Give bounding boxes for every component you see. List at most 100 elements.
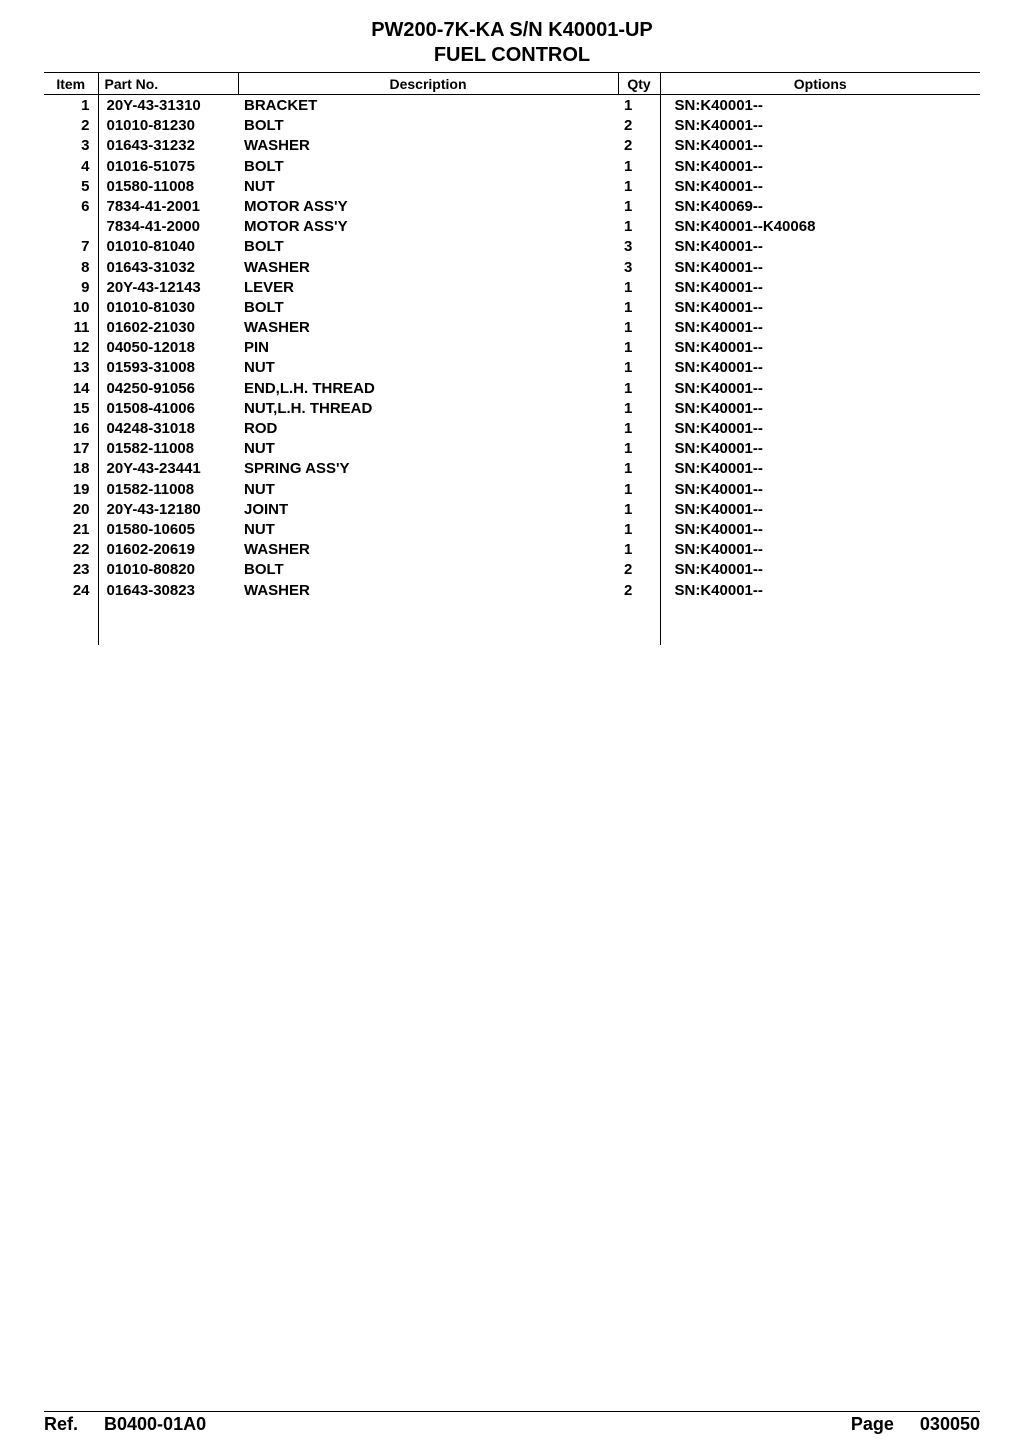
footer-page-label: Page — [851, 1414, 894, 1435]
header-part-no: Part No. — [98, 73, 238, 95]
cell-description: NUT — [238, 357, 618, 377]
cell-qty: 2 — [618, 580, 660, 600]
cell-part-no: 01580-10605 — [98, 519, 238, 539]
cell-part-no: 20Y-43-23441 — [98, 458, 238, 478]
cell-part-no: 01010-81040 — [98, 236, 238, 256]
cell-part-no: 20Y-43-31310 — [98, 95, 238, 116]
cell-options: SN:K40001-- — [660, 499, 980, 519]
cell-item: 14 — [44, 378, 98, 398]
cell-part-no: 01602-21030 — [98, 317, 238, 337]
cell-qty: 1 — [618, 156, 660, 176]
cell-options: SN:K40001-- — [660, 357, 980, 377]
cell-part-no: 01508-41006 — [98, 398, 238, 418]
cell-qty: 1 — [618, 499, 660, 519]
cell-options: SN:K40001-- — [660, 559, 980, 579]
cell-description: LEVER — [238, 277, 618, 297]
cell-part-no: 7834-41-2001 — [98, 196, 238, 216]
cell-description: MOTOR ASS'Y — [238, 216, 618, 236]
cell-qty: 2 — [618, 135, 660, 155]
footer-ref-label: Ref. — [44, 1414, 78, 1435]
cell-qty: 1 — [618, 398, 660, 418]
cell-options: SN:K40069-- — [660, 196, 980, 216]
cell-options: SN:K40001-- — [660, 257, 980, 277]
cell-part-no: 04248-31018 — [98, 418, 238, 438]
cell-qty: 2 — [618, 115, 660, 135]
cell-part-no: 01582-11008 — [98, 438, 238, 458]
table-header-row: Item Part No. Description Qty Options — [44, 73, 980, 95]
cell-description: BOLT — [238, 559, 618, 579]
table-row: 1701582-11008NUT1SN:K40001-- — [44, 438, 980, 458]
cell-qty: 1 — [618, 378, 660, 398]
cell-part-no: 01580-11008 — [98, 176, 238, 196]
cell-description: JOINT — [238, 499, 618, 519]
cell-options: SN:K40001-- — [660, 418, 980, 438]
cell-description: BRACKET — [238, 95, 618, 116]
cell-item: 22 — [44, 539, 98, 559]
header-description: Description — [238, 73, 618, 95]
cell-options: SN:K40001-- — [660, 135, 980, 155]
cell-part-no: 01010-81030 — [98, 297, 238, 317]
cell-qty: 1 — [618, 337, 660, 357]
cell-qty: 1 — [618, 479, 660, 499]
table-row: 120Y-43-31310BRACKET1SN:K40001-- — [44, 95, 980, 116]
cell-item: 1 — [44, 95, 98, 116]
cell-part-no: 01643-31032 — [98, 257, 238, 277]
cell-description: PIN — [238, 337, 618, 357]
table-row: 2401643-30823WASHER2SN:K40001-- — [44, 580, 980, 600]
table-row: 801643-31032WASHER3SN:K40001-- — [44, 257, 980, 277]
cell-description: NUT — [238, 438, 618, 458]
cell-item: 19 — [44, 479, 98, 499]
cell-qty: 3 — [618, 236, 660, 256]
header-item: Item — [44, 73, 98, 95]
table-row: 7834-41-2000MOTOR ASS'Y1SN:K40001--K4006… — [44, 216, 980, 236]
cell-item: 15 — [44, 398, 98, 418]
cell-item: 11 — [44, 317, 98, 337]
cell-description: WASHER — [238, 257, 618, 277]
cell-part-no: 7834-41-2000 — [98, 216, 238, 236]
cell-options: SN:K40001-- — [660, 115, 980, 135]
table-row: 301643-31232WASHER2SN:K40001-- — [44, 135, 980, 155]
cell-qty: 3 — [618, 257, 660, 277]
cell-options: SN:K40001-- — [660, 479, 980, 499]
table-row: 701010-81040BOLT3SN:K40001-- — [44, 236, 980, 256]
cell-options: SN:K40001-- — [660, 458, 980, 478]
table-row: 1820Y-43-23441SPRING ASS'Y1SN:K40001-- — [44, 458, 980, 478]
table-row: 1901582-11008NUT1SN:K40001-- — [44, 479, 980, 499]
table-spacer-row — [44, 644, 980, 645]
cell-options: SN:K40001-- — [660, 378, 980, 398]
cell-options: SN:K40001-- — [660, 236, 980, 256]
cell-item: 10 — [44, 297, 98, 317]
cell-item: 2 — [44, 115, 98, 135]
cell-options: SN:K40001-- — [660, 580, 980, 600]
cell-item: 4 — [44, 156, 98, 176]
cell-qty: 2 — [618, 559, 660, 579]
table-row: 1604248-31018ROD1SN:K40001-- — [44, 418, 980, 438]
cell-part-no: 01643-31232 — [98, 135, 238, 155]
cell-description: BOLT — [238, 297, 618, 317]
cell-item: 13 — [44, 357, 98, 377]
cell-part-no: 04250-91056 — [98, 378, 238, 398]
cell-part-no: 20Y-43-12143 — [98, 277, 238, 297]
cell-qty: 1 — [618, 418, 660, 438]
cell-description: BOLT — [238, 115, 618, 135]
table-row: 67834-41-2001MOTOR ASS'Y1SN:K40069-- — [44, 196, 980, 216]
cell-part-no: 04050-12018 — [98, 337, 238, 357]
cell-description: BOLT — [238, 156, 618, 176]
table-row: 401016-51075BOLT1SN:K40001-- — [44, 156, 980, 176]
cell-description: NUT,L.H. THREAD — [238, 398, 618, 418]
parts-table-body: 120Y-43-31310BRACKET1SN:K40001--201010-8… — [44, 95, 980, 645]
cell-options: SN:K40001-- — [660, 156, 980, 176]
cell-part-no: 01016-51075 — [98, 156, 238, 176]
cell-description: WASHER — [238, 580, 618, 600]
cell-item: 6 — [44, 196, 98, 216]
cell-qty: 1 — [618, 458, 660, 478]
table-row: 2020Y-43-12180JOINT1SN:K40001-- — [44, 499, 980, 519]
table-row: 201010-81230BOLT2SN:K40001-- — [44, 115, 980, 135]
cell-item — [44, 216, 98, 236]
cell-item: 5 — [44, 176, 98, 196]
parts-table: Item Part No. Description Qty Options 12… — [44, 72, 980, 645]
cell-item: 20 — [44, 499, 98, 519]
header-options: Options — [660, 73, 980, 95]
cell-qty: 1 — [618, 317, 660, 337]
cell-options: SN:K40001-- — [660, 95, 980, 116]
